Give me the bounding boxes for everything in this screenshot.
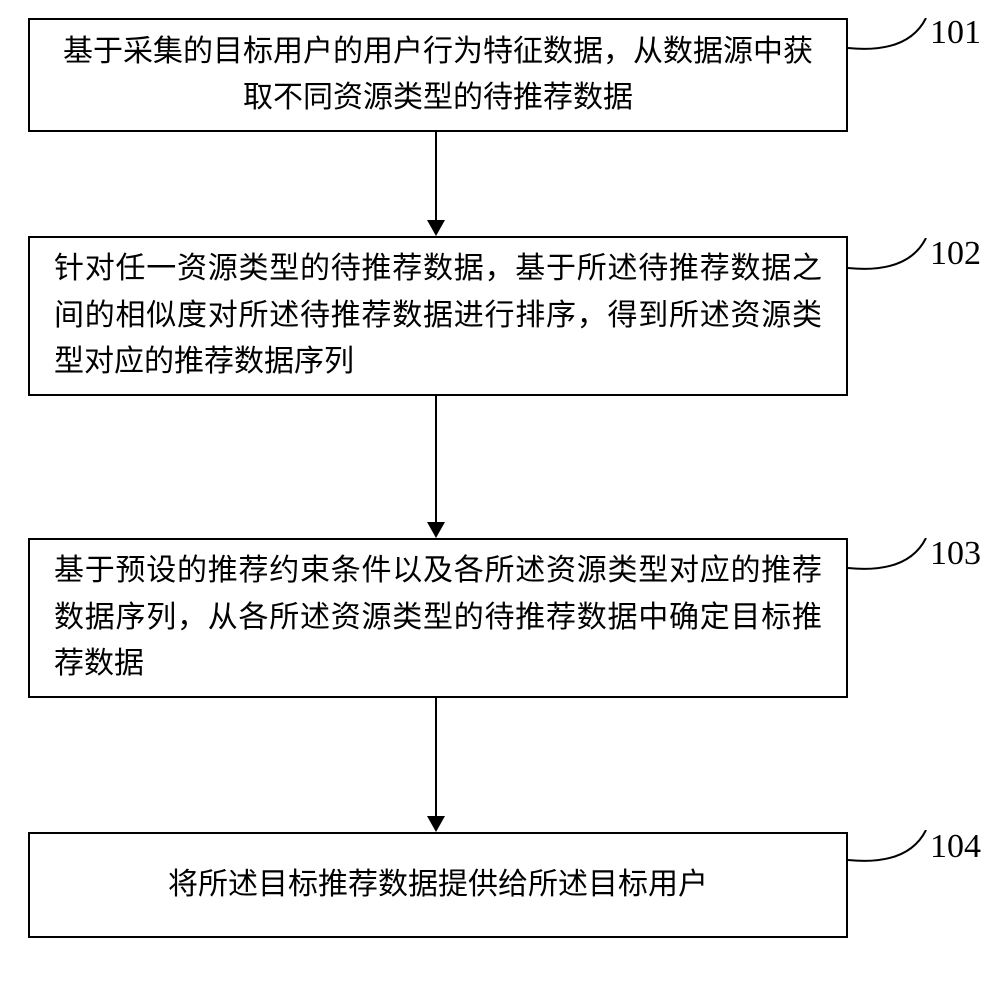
connector-curve-3 [848,538,930,582]
arrow-head-1-2 [427,220,445,236]
node-text: 将所述目标推荐数据提供给所述目标用户 [168,862,708,909]
flowchart-node-step1: 基于采集的目标用户的用户行为特征数据，从数据源中获取不同资源类型的待推荐数据 [28,18,848,132]
connector-curve-2 [848,238,930,282]
step-label-101: 101 [930,14,981,52]
arrow-head-3-4 [427,816,445,832]
step-label-104: 104 [930,828,981,866]
node-text: 基于采集的目标用户的用户行为特征数据，从数据源中获取不同资源类型的待推荐数据 [54,29,822,122]
flowchart-node-step2: 针对任一资源类型的待推荐数据，基于所述待推荐数据之间的相似度对所述待推荐数据进行… [28,236,848,396]
arrow-head-2-3 [427,522,445,538]
flowchart-node-step3: 基于预设的推荐约束条件以及各所述资源类型对应的推荐数据序列，从各所述资源类型的待… [28,538,848,698]
connector-curve-1 [848,18,930,62]
node-text: 基于预设的推荐约束条件以及各所述资源类型对应的推荐数据序列，从各所述资源类型的待… [54,548,822,688]
step-label-102: 102 [930,235,981,273]
flowchart-node-step4: 将所述目标推荐数据提供给所述目标用户 [28,832,848,938]
flowchart-container: 基于采集的目标用户的用户行为特征数据，从数据源中获取不同资源类型的待推荐数据 1… [0,0,1000,982]
arrow-3-4 [435,698,437,816]
arrow-2-3 [435,396,437,522]
node-text: 针对任一资源类型的待推荐数据，基于所述待推荐数据之间的相似度对所述待推荐数据进行… [54,246,822,386]
step-label-103: 103 [930,535,981,573]
arrow-1-2 [435,132,437,220]
connector-curve-4 [848,830,930,874]
